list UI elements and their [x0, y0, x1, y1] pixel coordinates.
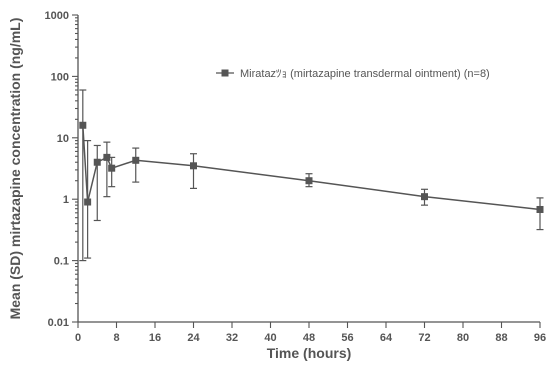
data-point-marker: [84, 198, 92, 206]
series-line: [82, 125, 541, 211]
y-tick-label: 0.1: [54, 256, 69, 268]
data-point-marker: [79, 121, 87, 129]
x-tick-label: 72: [418, 332, 430, 344]
x-axis-title: Time (hours): [267, 345, 352, 361]
y-tick-label: 0.01: [48, 317, 69, 329]
x-tick-label: 64: [380, 332, 393, 344]
data-point-marker: [421, 193, 428, 201]
x-tick-label: 96: [534, 332, 546, 344]
y-axis-title: Mean (SD) mirtazapine concentration (ng/…: [7, 18, 23, 320]
error-bar: [132, 147, 140, 183]
y-tick-label: 100: [51, 71, 69, 83]
legend: Miratazﾂｮ (mirtazapine transdermal ointm…: [216, 68, 490, 80]
data-point-marker: [536, 205, 544, 213]
error-bar: [536, 197, 544, 231]
x-tick-label: 0: [75, 332, 81, 344]
x-tick-label: 48: [303, 332, 315, 344]
x-tick-label: 24: [187, 332, 200, 344]
x-tick-label: 56: [341, 332, 353, 344]
y-tick-label: 1000: [45, 10, 69, 22]
data-point-marker: [305, 177, 313, 185]
axes: [77, 15, 540, 323]
data-point-marker: [103, 153, 111, 161]
x-tick-label: 8: [113, 332, 119, 344]
error-bar: [103, 141, 111, 198]
x-tick-label: 40: [264, 332, 276, 344]
data-point-marker: [132, 156, 140, 164]
error-bar: [79, 89, 87, 262]
legend-marker-square: [221, 69, 229, 77]
series-layer: [79, 89, 544, 262]
data-point-marker: [93, 158, 101, 166]
error-bar: [93, 144, 101, 222]
x-ticks: 0 8 16 24 32 40 48 56 64 72 80 88 96: [75, 322, 546, 344]
data-point-marker: [190, 162, 197, 170]
legend-label: Miratazﾂｮ (mirtazapine transdermal ointm…: [240, 68, 490, 80]
x-tick-label: 16: [149, 332, 161, 344]
x-tick-label: 88: [495, 332, 507, 344]
y-ticks: 0.01 0.1 1 10 100 1000: [45, 10, 78, 329]
error-bar: [190, 153, 197, 189]
x-tick-label: 80: [457, 332, 469, 344]
data-point-marker: [108, 164, 116, 172]
y-tick-label: 1: [63, 194, 69, 206]
y-tick-label: 10: [57, 133, 69, 145]
x-tick-label: 32: [226, 332, 238, 344]
